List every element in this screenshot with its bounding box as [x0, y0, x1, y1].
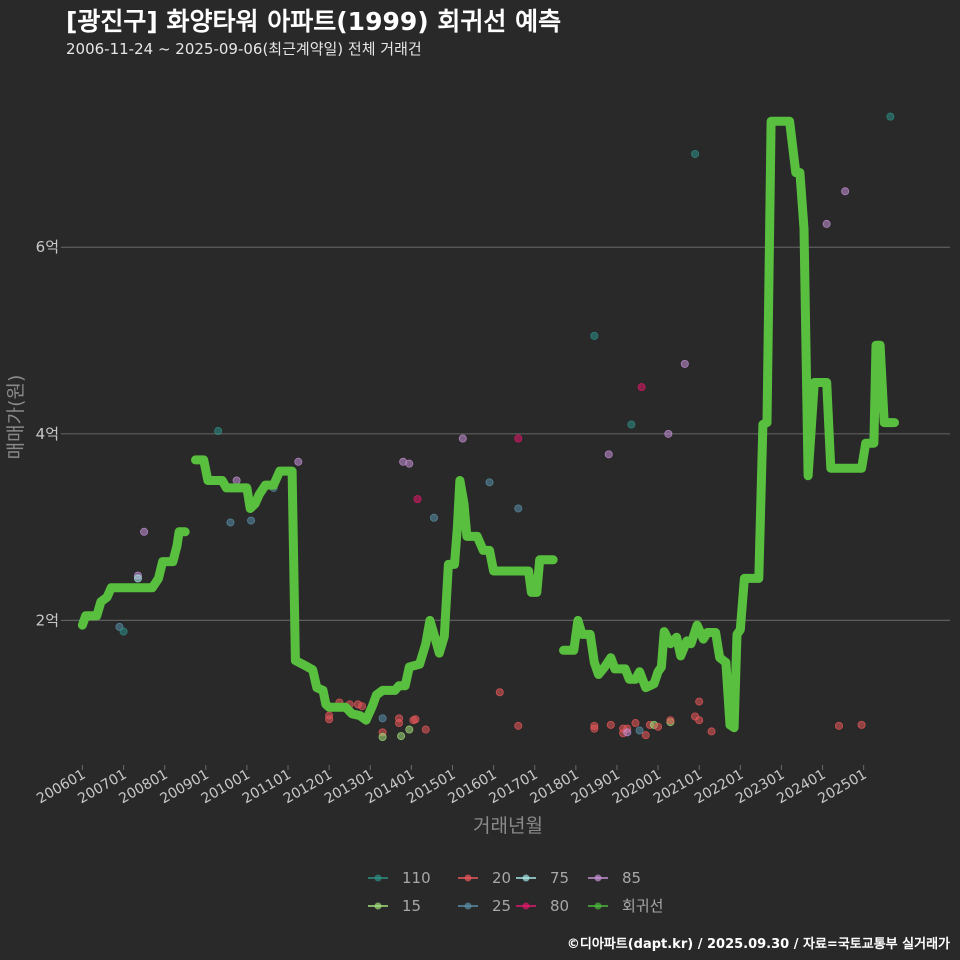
data-point [680, 359, 689, 368]
data-point [834, 721, 843, 730]
y-axis-title: 매매가(원) [5, 375, 27, 460]
data-point [664, 429, 673, 438]
data-point [232, 476, 241, 485]
gridlines [66, 246, 950, 622]
regression-segment [191, 455, 558, 725]
data-point [886, 112, 895, 121]
data-point [405, 725, 414, 734]
data-point [514, 504, 523, 513]
data-point [119, 627, 128, 636]
y-axis-ticks: 2억 4억 6억 [36, 238, 66, 629]
data-point [623, 728, 632, 737]
data-point [405, 459, 414, 468]
y-tick-label: 6억 [36, 238, 59, 256]
data-point [140, 527, 149, 536]
data-point [214, 427, 223, 436]
data-point [514, 721, 523, 730]
data-point [631, 719, 640, 728]
chart-subtitle: 2006-11-24 ~ 2025-09-06(최근계약일) 전체 거래건 [66, 40, 422, 58]
data-point [247, 516, 256, 525]
legend-key-dot [464, 902, 472, 910]
x-axis-title: 거래년월 [473, 815, 543, 837]
legend-key-dot [594, 874, 602, 882]
regression-segment [559, 116, 899, 733]
legend-key-dot [594, 902, 602, 910]
data-point [641, 731, 650, 740]
data-point [413, 495, 422, 504]
data-point [695, 697, 704, 706]
data-point [590, 331, 599, 340]
legend-item: 회귀선 [588, 897, 663, 915]
legend-label: 회귀선 [622, 897, 663, 915]
legend-key-dot [522, 874, 530, 882]
legend-item: 20 [458, 869, 511, 887]
data-point [604, 450, 613, 459]
data-point [133, 574, 142, 583]
data-point [325, 715, 334, 724]
data-point [635, 726, 644, 735]
data-point [695, 716, 704, 725]
data-point [606, 720, 615, 729]
data-point [822, 219, 831, 228]
data-point [590, 724, 599, 733]
legend-label: 80 [550, 897, 569, 915]
data-point [627, 420, 636, 429]
data-point [411, 715, 420, 724]
chart-title: [광진구] 화양타워 아파트(1999) 회귀선 예측 [66, 7, 561, 36]
data-point [666, 716, 675, 725]
data-point [395, 719, 404, 728]
data-point [637, 383, 646, 392]
data-point [397, 732, 406, 741]
data-point [458, 434, 467, 443]
legend-item: 75 [516, 869, 569, 887]
legend-item: 25 [458, 897, 511, 915]
data-point [857, 720, 866, 729]
legend-key-dot [374, 874, 382, 882]
source-caption: ©디아파트(dapt.kr) / 2025.09.30 / 자료=국토교통부 실… [567, 936, 950, 952]
legend-item: 110 [368, 869, 431, 887]
legend-label: 110 [402, 869, 431, 887]
data-point [707, 727, 716, 736]
data-point [691, 149, 700, 158]
data-point [378, 733, 387, 742]
legend-label: 15 [402, 897, 421, 915]
legend-item: 80 [516, 897, 569, 915]
legend-label: 85 [622, 869, 641, 887]
y-tick-label: 2억 [36, 611, 59, 629]
legend: 110 15 20 25 75 80 85 회귀선 [368, 869, 663, 915]
data-point [485, 478, 494, 487]
x-axis-ticks: 2006012007012008012009012010012011012012… [34, 765, 870, 807]
data-point [378, 714, 387, 723]
regression-segment [77, 527, 190, 630]
data-point [421, 725, 430, 734]
data-point [495, 688, 504, 697]
legend-label: 20 [492, 869, 511, 887]
legend-key-dot [464, 874, 472, 882]
regression-line [77, 116, 899, 733]
data-point [654, 722, 663, 731]
data-point [226, 518, 235, 527]
data-point [429, 513, 438, 522]
scatter-points [115, 112, 895, 742]
data-point [841, 187, 850, 196]
legend-label: 75 [550, 869, 569, 887]
data-point [358, 702, 367, 711]
data-point [294, 457, 303, 466]
data-point [514, 434, 523, 443]
legend-label: 25 [492, 897, 511, 915]
legend-item: 85 [588, 869, 641, 887]
y-tick-label: 4억 [36, 425, 59, 443]
legend-key-dot [374, 902, 382, 910]
legend-item: 15 [368, 897, 421, 915]
legend-key-dot [522, 902, 530, 910]
